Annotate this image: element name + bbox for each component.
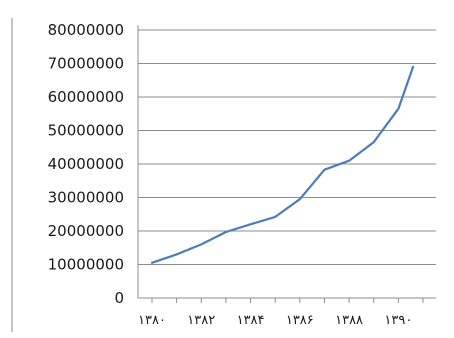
- y-tick-label: 10000000: [48, 256, 124, 274]
- y-tick-label: 30000000: [48, 189, 124, 207]
- x-tick-labels: ۱۳۸۰ ۱۳۸۲ ۱۳۸۴ ۱۳۸۶ ۱۳۸۸ ۱۳۹۰: [138, 313, 412, 328]
- y-tick-label: 40000000: [48, 155, 124, 173]
- x-tick-label: ۱۳۸۶: [286, 313, 314, 328]
- x-tick-label: ۱۳۸۸: [335, 313, 363, 328]
- y-tick-label: 20000000: [48, 222, 124, 240]
- x-tick-label: ۱۳۸۰: [138, 313, 166, 328]
- x-tick-label: ۱۳۸۴: [237, 313, 265, 328]
- y-tick-label: 70000000: [48, 55, 124, 73]
- y-tick-label: 80000000: [48, 21, 124, 39]
- axes: [11, 18, 436, 332]
- y-tick-labels: 0 10000000 20000000 30000000 40000000 5000000…: [48, 21, 124, 307]
- x-tick-label: ۱۳۹۰: [384, 313, 412, 328]
- y-tick-label: 0: [114, 289, 124, 307]
- y-tick-label: 50000000: [48, 122, 124, 140]
- y-tick-label: 60000000: [48, 88, 124, 106]
- series-group: [150, 65, 415, 264]
- x-tick-label: ۱۳۸۲: [187, 313, 215, 328]
- gridlines: [138, 29, 436, 265]
- series-line: [150, 65, 415, 264]
